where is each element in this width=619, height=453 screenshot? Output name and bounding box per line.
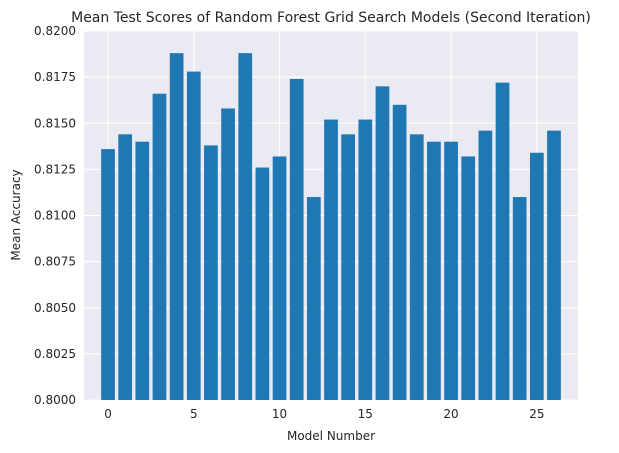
y-tick-label: 0.8025 <box>34 347 76 361</box>
bar <box>135 141 150 400</box>
x-tick-label: 10 <box>272 407 287 421</box>
y-tick-labels: 0.8000 0.8025 0.8050 0.8075 0.8100 0.8125 0.81… <box>34 24 76 407</box>
bar <box>272 156 287 400</box>
bar <box>221 108 235 401</box>
bar <box>409 134 424 400</box>
chart-title: Mean Test Scores of Random Forest Grid S… <box>71 10 591 26</box>
x-tick-label: 15 <box>358 407 373 421</box>
bar <box>306 197 321 400</box>
y-axis-label: Mean Accuracy <box>9 169 23 260</box>
x-axis-label: Model Number <box>287 429 375 443</box>
bar <box>427 141 441 400</box>
bar <box>512 197 527 400</box>
bar <box>152 93 167 400</box>
bar <box>324 119 338 400</box>
bar <box>341 134 356 400</box>
bar <box>255 167 270 400</box>
y-tick-label: 0.8200 <box>34 24 76 38</box>
bar <box>495 82 510 400</box>
x-tick-label: 25 <box>529 407 544 421</box>
y-tick-label: 0.8150 <box>34 116 76 130</box>
bar <box>375 86 390 400</box>
x-tick-label: 5 <box>190 407 198 421</box>
bar <box>238 53 253 400</box>
bar <box>529 152 544 400</box>
bar <box>169 53 184 400</box>
bar <box>461 156 476 400</box>
x-tick-labels: 0 5 10 15 20 25 <box>104 407 544 421</box>
y-tick-label: 0.8000 <box>34 393 76 407</box>
y-tick-label: 0.8075 <box>34 255 76 269</box>
bars <box>101 53 561 401</box>
x-tick-label: 0 <box>104 407 112 421</box>
bar <box>118 134 133 400</box>
bar <box>358 119 373 400</box>
bar <box>392 104 407 401</box>
bar <box>444 141 458 400</box>
x-tick-label: 20 <box>443 407 458 421</box>
bar <box>478 130 493 400</box>
bar <box>186 71 201 400</box>
y-tick-label: 0.8125 <box>34 162 76 176</box>
y-tick-label: 0.8100 <box>34 209 76 223</box>
y-tick-label: 0.8175 <box>34 70 76 84</box>
bar <box>101 149 115 400</box>
bar <box>547 130 561 400</box>
y-tick-label: 0.8050 <box>34 301 76 315</box>
bar <box>204 145 218 400</box>
bar <box>289 78 304 400</box>
